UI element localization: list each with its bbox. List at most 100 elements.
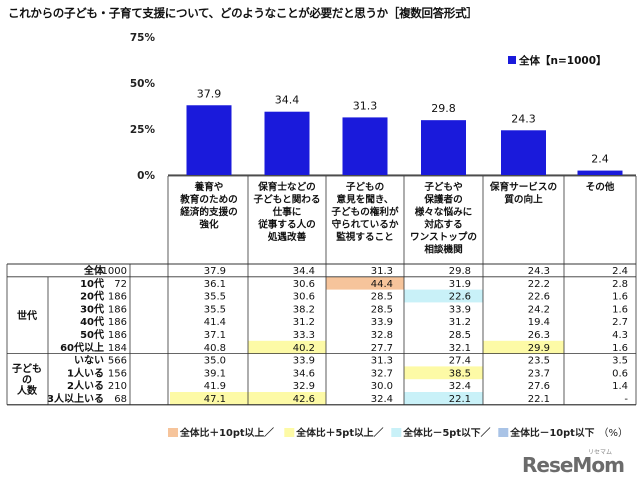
legend-label: 全体【n=1000】 [518,54,607,67]
highlight-legend-swatch [284,428,295,437]
table-cell-value: 23.5 [528,356,550,367]
table-cell-value: - [624,394,628,405]
row-n: 1000 [102,266,127,277]
table-cell-value: 30.6 [293,292,315,303]
table-cell-value: 22.6 [449,292,471,303]
table-cell-value: 42.6 [293,394,315,405]
row-n: 210 [108,381,127,392]
highlight-cell [248,392,326,405]
table-cell-value: 32.4 [371,394,393,405]
highlight-cell [404,366,483,380]
row-n: 184 [108,343,127,354]
y-tick-label: 50% [130,78,156,90]
bar [577,170,623,175]
row-label: 2人いる [67,379,104,392]
table-cell-value: 1.6 [612,292,628,303]
highlight-legend-swatch [498,428,509,437]
bar-value-label: 24.3 [511,112,536,125]
category-label: 保育士などの [257,181,316,193]
table-cell-value: 2.7 [612,317,628,328]
category-label: 様々な悩みに [415,206,473,218]
table-cell-value: 3.5 [612,356,628,367]
table-cell-value: 40.8 [204,343,226,354]
table-cell-value: 33.9 [449,304,471,315]
highlight-legend-label: 全体比＋5pt以上／ [295,426,383,439]
row-label: 1人いる [67,366,104,379]
table-cell-value: 31.3 [371,266,393,277]
table-cell-value: 28.5 [371,304,393,315]
row-n: 186 [108,304,127,315]
category-label: 養育や [194,181,224,193]
table-cell-value: 34.6 [293,368,315,379]
table-cell-value: 0.6 [612,368,628,379]
table-cell-value: 4.3 [612,330,628,341]
highlight-legend-label: 全体比－10pt以下 [509,426,594,439]
highlight-legend-swatch [391,428,402,437]
table-cell-value: 33.9 [371,317,393,328]
table-cell-value: 36.1 [204,279,226,290]
category-label: その他 [586,181,615,193]
highlight-cell [404,289,483,303]
table-cell-value: 29.8 [449,266,471,277]
y-tick-label: 75% [130,32,156,44]
table-cell-value: 22.2 [528,279,550,290]
table-cell-value: 32.8 [371,330,393,341]
group-label: の [22,375,32,386]
bar [421,120,466,175]
category-label: 監視すること [336,231,394,243]
row-label: 全体 [83,264,105,277]
table-cell-value: 27.7 [371,343,393,354]
category-label: 守られているか [332,219,399,231]
table-cell-value: 31.2 [293,317,315,328]
row-n: 72 [114,279,127,290]
table-cell-value: 30.0 [371,381,393,392]
table-cell-value: 41.9 [204,381,226,392]
table-cell-value: 24.3 [528,266,550,277]
category-label: 対応する [423,219,462,231]
category-label: 処遇改善 [267,231,307,243]
table-cell-value: 31.3 [371,356,393,367]
table-cell-value: 22.6 [528,292,550,303]
chart-title: これからの子ども・子育て支援について、どのようなことが必要だと思うか［複数回答形… [8,6,478,20]
table-cell-value: 22.1 [449,394,471,405]
bar [264,111,310,175]
table-cell-value: 47.1 [204,394,226,405]
row-label: 3人以上いる [47,392,104,405]
resemom-logo-sub: リセマム [588,449,613,456]
row-label: 50代 [80,328,104,341]
row-label: 20代 [80,290,104,303]
unit-label: （%） [598,427,628,439]
highlight-cell [483,340,564,354]
table-cell-value: 44.4 [371,279,393,290]
table-cell-value: 27.4 [449,356,471,367]
category-label: 保育サービスの [489,181,557,193]
table-cell-value: 34.4 [293,266,315,277]
category-label: 子どもや [424,181,462,193]
bar-value-label: 37.9 [197,87,222,100]
bar [342,117,388,175]
y-tick-label: 0% [137,170,155,182]
table-cell-value: 31.2 [449,317,471,328]
category-label: 意見を聞き、 [337,194,394,206]
row-label: 60代以上 [60,341,104,354]
table-cell-value: 1.6 [612,343,628,354]
table-cell-value: 28.5 [449,330,471,341]
table-cell-value: 32.1 [449,343,471,354]
table-cell-value: 32.4 [449,381,471,392]
bar-value-label: 31.3 [353,99,378,112]
category-label: 従事する人の [257,219,316,231]
table-cell-value: 39.1 [204,368,226,379]
table-cell-value: 28.5 [371,292,393,303]
resemom-logo: ReseMom [522,453,625,477]
table-cell-value: 38.2 [293,304,315,315]
row-n: 156 [108,368,127,379]
category-label: 質の向上 [504,194,543,206]
table-cell-value: 22.1 [528,394,550,405]
highlight-cell [248,340,326,354]
category-label: 経済的支援の [180,206,238,218]
group-label: 子ども [12,362,42,375]
table-cell-value: 41.4 [204,317,226,328]
table-cell-value: 38.5 [449,368,471,379]
legend-swatch [508,56,516,64]
row-n: 68 [114,394,127,405]
